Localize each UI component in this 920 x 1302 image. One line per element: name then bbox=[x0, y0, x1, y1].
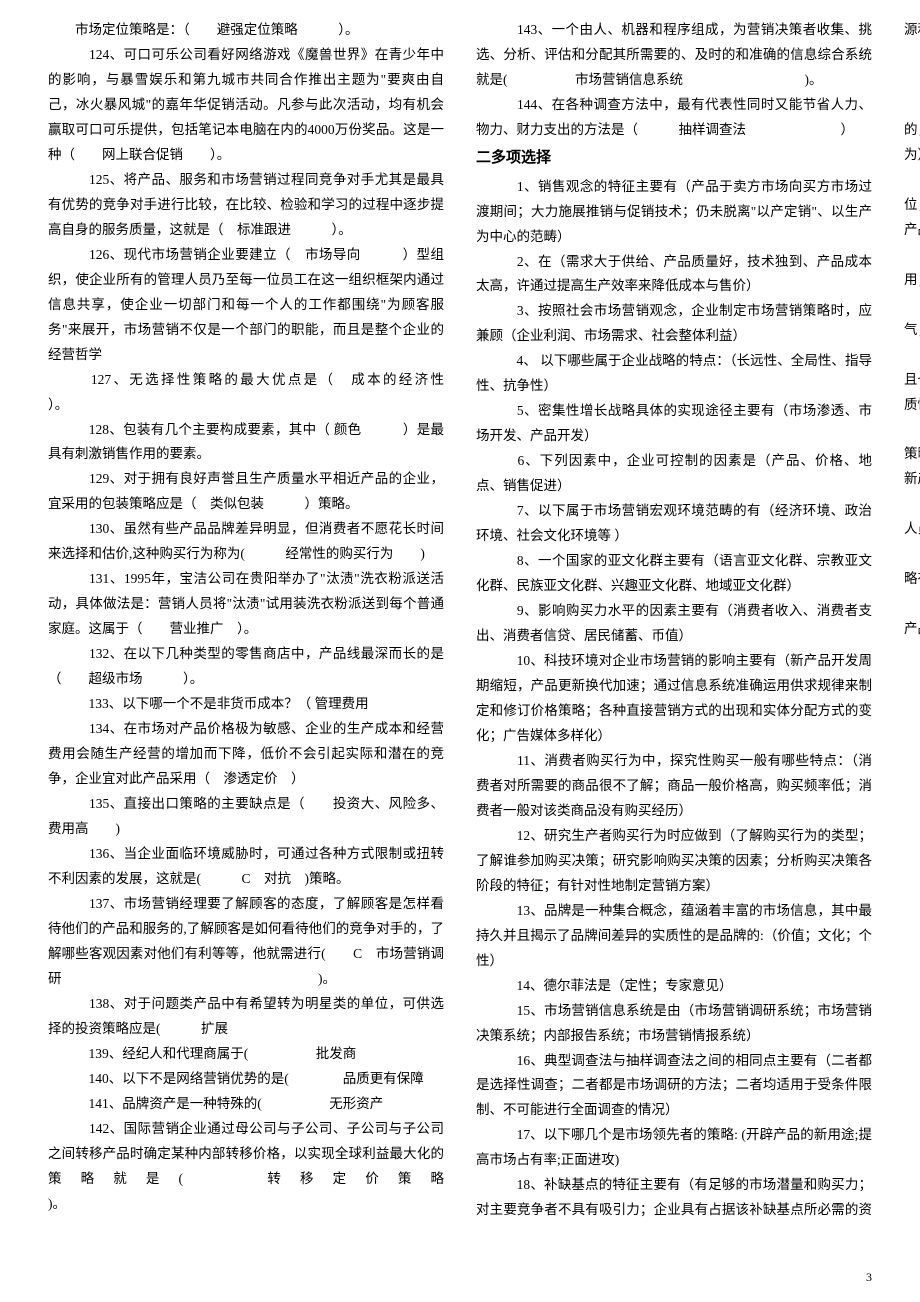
fill-blank-item: 137、市场营销经理要了解顾客的态度，了解顾客是怎样看待他们的产品和服务的,了解… bbox=[48, 892, 444, 992]
fill-blank-item: 144、在各种调查方法中，最有代表性同时又能节省人力、物力、财力支出的方法是（ … bbox=[476, 93, 872, 143]
multi-choice-item: 12、研究生产者购买行为时应做到（了解购买行为的类型；了解谁参加购买决策；研究影… bbox=[476, 824, 872, 899]
multi-choice-item: 22、企业在市场定位过程中，（要了解竞争产品的市场定位；要研究目标顾客对该产品各… bbox=[904, 168, 920, 243]
multi-choice-item: 9、影响购买力水平的因素主要有（消费者收入、消费者支出、消费者信贷、居民储蓄、币… bbox=[476, 599, 872, 649]
multi-choice-item: 24、指出下列哪些产品适宜采用无品牌策略：（电力；煤气；自来水；沙石） bbox=[904, 293, 920, 343]
fill-blank-item: 130、虽然有些产品品牌差异明显，但消费者不愿花长时间来选择和估价,这种购买行为… bbox=[48, 517, 444, 567]
multi-choice-item: 11、消费者购买行为中，探究性购买一般有哪些特点：（消费者对所需要的商品很不了解… bbox=[476, 749, 872, 824]
fill-blank-item: 131、1995年，宝洁公司在贵阳举办了"汰渍"洗衣粉派送活动，具体做法是：营销… bbox=[48, 567, 444, 642]
multi-choice-item: 5、密集性增长战略具体的实现途径主要有（市场渗透、市场开发、产品开发） bbox=[476, 399, 872, 449]
multi-choice-item: 4、 以下哪些属于企业战略的特点：（长远性、全局性、指导性、抗争性） bbox=[476, 349, 872, 399]
fill-blank-item: 136、当企业面临环境威胁时，可通过各种方式限制或扭转不利因素的发展，这就是( … bbox=[48, 842, 444, 892]
multi-choice-item: 13、品牌是一种集合概念，蕴涵着丰富的市场信息，其中最持久并且揭示了品牌间差异的… bbox=[476, 899, 872, 974]
multi-choice-item: 15、市场营销信息系统是由（市场营销调研系统；市场营销决策系统；内部报告系统；市… bbox=[476, 999, 872, 1049]
multi-choice-item: 17、以下哪几个是市场领先者的策略: (开辟产品的新用途;提高市场占有率;正面进… bbox=[476, 1123, 872, 1173]
fill-blank-item: 127、无选择性策略的最大优点是（ 成本的经济性 ）。 bbox=[48, 368, 444, 418]
multi-choice-item: 10、科技环境对企业市场营销的影响主要有（新产品开发周期缩短，产品更新换代加速；… bbox=[476, 649, 872, 749]
fill-blank-item: 135、直接出口策略的主要缺点是（ 投资大、风险多、费用高 ) bbox=[48, 792, 444, 842]
multi-choice-item: 8、一个国家的亚文化群主要有（语言亚文化群、宗教亚文化群、民族亚文化群、兴趣亚文… bbox=[476, 549, 872, 599]
multi-choice-item: 7、以下属于市场营销宏观环境范畴的有（经济环境、政治环境、社会文化环境等 ） bbox=[476, 499, 872, 549]
multi-choice-item: 28、对于产品生命周期衰退阶段的产品，可供选择的营销策略有（维持策略；收缩策略；… bbox=[904, 542, 920, 592]
fill-blank-item: 128、包装有几个主要构成要素，其中（ 颜色 ）是最具有刺激销售作用的要素。 bbox=[48, 418, 444, 468]
section-heading: 二多项选择 bbox=[476, 145, 872, 173]
fill-blank-item: 125、将产品、服务和市场营销过程同竞争对手尤其是最具有优势的竞争对手进行比较，… bbox=[48, 168, 444, 243]
multi-choice-item: 14、德尔菲法是（定性；专家意见） bbox=[476, 974, 872, 999]
multi-choice-item: 23、包装的作用表现在（便于识别商品；保护产品；方便使用；传递产品信息） bbox=[904, 243, 920, 293]
multi-choice-item: 6、下列因素中，企业可控制的因素是（产品、价格、地点、销售促进） bbox=[476, 449, 872, 499]
page-number: 3 bbox=[866, 1266, 872, 1288]
multi-choice-block: 1、销售观念的特征主要有（产品于卖方市场向买方市场过渡期间；大力施展推销与促销技… bbox=[476, 18, 920, 1228]
multi-choice-item: 27、新产品构想的来源主要有（企业内部的技术人员和业务人员；购买者；竞争者；报刊… bbox=[904, 492, 920, 542]
fill-blank-item: 143、一个由人、机器和程序组成，为营销决策者收集、挑选、分析、评估和分配其所需… bbox=[476, 18, 872, 93]
fill-blank-item: 133、以下哪一个不是非货币成本？（ 管理费用 bbox=[48, 692, 444, 717]
fill-blank-item: 129、对于拥有良好声誉且生产质量水平相近产品的企业，宜采用的包装策略应是（ 类… bbox=[48, 467, 444, 517]
multi-choice-item: 1、销售观念的特征主要有（产品于卖方市场向买方市场过渡期间；大力施展推销与促销技… bbox=[476, 175, 872, 250]
fill-blank-item: 142、国际营销企业通过母公司与子公司、子公司与子公司之间转移产品时确定某种内部… bbox=[48, 1117, 444, 1217]
fill-blank-item: 126、现代市场营销企业要建立（ 市场导向 ）型组织，使企业所有的管理人员乃至每… bbox=[48, 243, 444, 368]
multi-choice-item: 29、影响产品需求价格弹性的因素很多，在以下哪种情况下产品的需求价格弹性最小：（… bbox=[904, 592, 920, 642]
fill-blank-item: 132、在以下几种类型的零售商店中，产品线最深而长的是（ 超级市场 ）。 bbox=[48, 642, 444, 692]
multi-choice-item: 19、市场补缺者的作用是（拾遗补缺；见缝插针） bbox=[904, 43, 920, 68]
fill-blank-item: 138、对于问题类产品中有希望转为明星类的单位，可供选择的投资策略应是( 扩展 bbox=[48, 992, 444, 1042]
fill-blank-item: 市场定位策略是：（ 避强定位策略 ）。 bbox=[48, 18, 444, 43]
fill-blank-item: 140、以下不是网络营销优势的是( 品质更有保障 bbox=[48, 1067, 444, 1092]
fill-blank-item: 134、在市场对产品价格极为敏感、企业的生产成本和经营费用会随生产经营的增加而下… bbox=[48, 717, 444, 792]
fill-blank-item: 124、可口可乐公司看好网络游戏《魔兽世界》在青少年中的影响，与暴雪娱乐和第九城… bbox=[48, 43, 444, 168]
multi-choice-item: 25、市场营销人员眼中的产品，不仅是产品的实体部分，而且也包含了（产品形象，保证… bbox=[904, 343, 920, 418]
multi-choice-item: 16、典型调查法与抽样调查法之间的相同点主要有（二者都是选择性调查；二者都是市场… bbox=[476, 1049, 872, 1124]
multi-choice-item: 21、除了对某些同质商品外，消费者的需求总是各不相同的，这是由消费者的（个性；年… bbox=[904, 93, 920, 168]
fill-blank-item: 141、品牌资产是一种特殊的( 无形资产 bbox=[48, 1092, 444, 1117]
multi-choice-item: 26、企业针对饱和阶段（成熟期）的产品所采取的市场营销策略，一般来说可采取的途径… bbox=[904, 418, 920, 493]
multi-choice-item: 3、按照社会市场营销观念，企业制定市场营销策略时，应兼顾（企业利润、市场需求、社… bbox=[476, 299, 872, 349]
multi-choice-item: 2、在（需求大于供给、产品质量好，技术独到、产品成本太高，许通过提高生产效率来降… bbox=[476, 250, 872, 300]
two-column-layout: 市场定位策略是：（ 避强定位策略 ）。 124、可口可乐公司看好网络游戏《魔兽世… bbox=[48, 18, 872, 1228]
fill-blank-item: 139、经纪人和代理商属于( 批发商 bbox=[48, 1042, 444, 1067]
multi-choice-item: 20、地理细分变数有（地形；气候；城乡；交通运输） bbox=[904, 68, 920, 93]
